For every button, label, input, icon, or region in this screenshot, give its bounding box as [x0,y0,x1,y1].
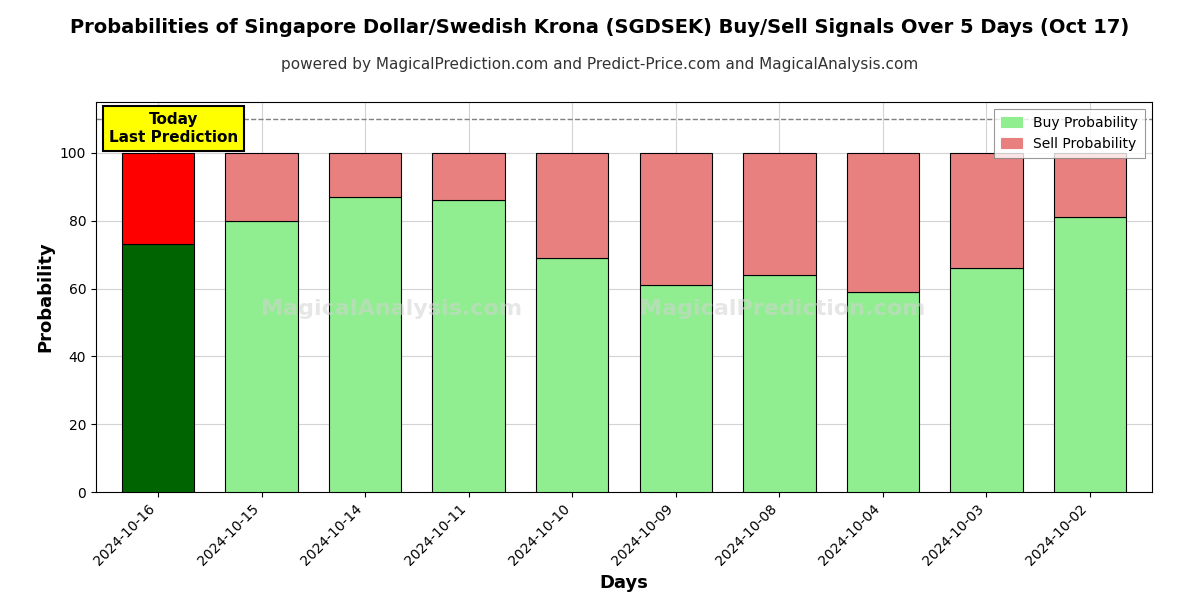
Bar [950,268,1022,492]
Y-axis label: Probability: Probability [36,242,54,352]
Text: powered by MagicalPrediction.com and Predict-Price.com and MagicalAnalysis.com: powered by MagicalPrediction.com and Pre… [281,57,919,72]
Bar [122,244,194,492]
Bar [226,153,298,221]
Bar [1054,217,1126,492]
Bar [950,153,1022,268]
Bar [846,153,919,292]
Bar [743,153,816,275]
X-axis label: Days: Days [600,574,648,592]
Bar [743,275,816,492]
Legend: Buy Probability, Sell Probability: Buy Probability, Sell Probability [995,109,1145,158]
Bar [1054,153,1126,217]
Bar [329,197,402,492]
Bar [536,153,608,258]
Text: Today
Last Prediction: Today Last Prediction [109,112,239,145]
Text: Probabilities of Singapore Dollar/Swedish Krona (SGDSEK) Buy/Sell Signals Over 5: Probabilities of Singapore Dollar/Swedis… [71,18,1129,37]
Bar [122,153,194,244]
Bar [640,153,712,285]
Text: MagicalPrediction.com: MagicalPrediction.com [640,299,925,319]
Bar [846,292,919,492]
Text: MagicalAnalysis.com: MagicalAnalysis.com [262,299,522,319]
Bar [432,153,505,200]
Bar [226,221,298,492]
Bar [536,258,608,492]
Bar [432,200,505,492]
Bar [640,285,712,492]
Bar [329,153,402,197]
